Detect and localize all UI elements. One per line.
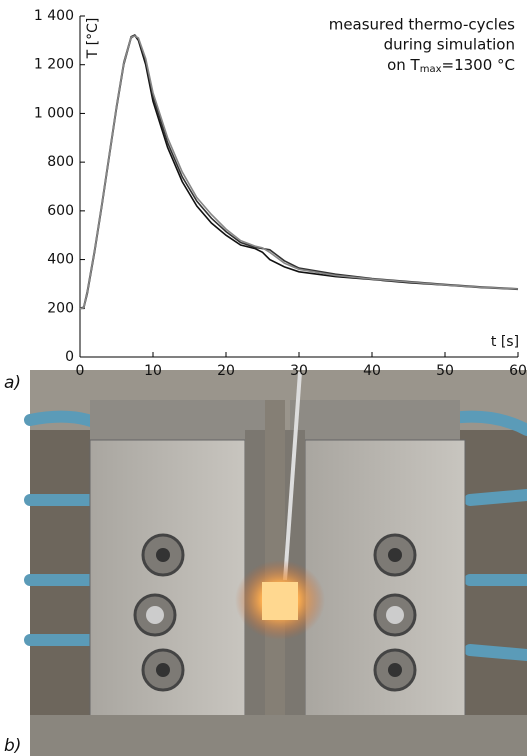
- y-tick-label: 400: [47, 252, 74, 268]
- y-tick-label: 1 200: [34, 57, 74, 73]
- y-tick-label: 600: [47, 203, 74, 219]
- annotation: on Tmax=1300 °C: [387, 56, 515, 76]
- x-tick-label: 20: [217, 363, 235, 379]
- x-tick-label: 40: [363, 363, 381, 379]
- x-tick-label: 30: [290, 363, 308, 379]
- y-tick-label: 200: [47, 300, 74, 316]
- y-axis-label: T [°C]: [85, 18, 101, 60]
- x-axis-label: t [s]: [491, 334, 519, 350]
- x-tick-label: 0: [76, 363, 85, 379]
- y-tick-label: 800: [47, 154, 74, 170]
- y-tick-label: 1 400: [34, 8, 74, 24]
- y-tick-label: 0: [65, 349, 74, 365]
- x-tick-label: 10: [144, 363, 162, 379]
- annotation: during simulation: [384, 36, 515, 54]
- annotation-part: on T: [387, 56, 420, 74]
- annotation: measured thermo-cycles: [329, 16, 515, 34]
- photo: [24, 370, 527, 756]
- x-tick-label: 60: [509, 363, 527, 379]
- panel-label: b): [4, 736, 21, 756]
- line-series: [79, 34, 519, 310]
- annotation-subscript: max: [420, 64, 442, 75]
- x-tick-label: 50: [436, 363, 454, 379]
- panel-label: a): [4, 373, 21, 393]
- line-series: [79, 35, 519, 310]
- annotation-part: =1300 °C: [442, 56, 515, 74]
- y-tick-label: 1 000: [34, 105, 74, 121]
